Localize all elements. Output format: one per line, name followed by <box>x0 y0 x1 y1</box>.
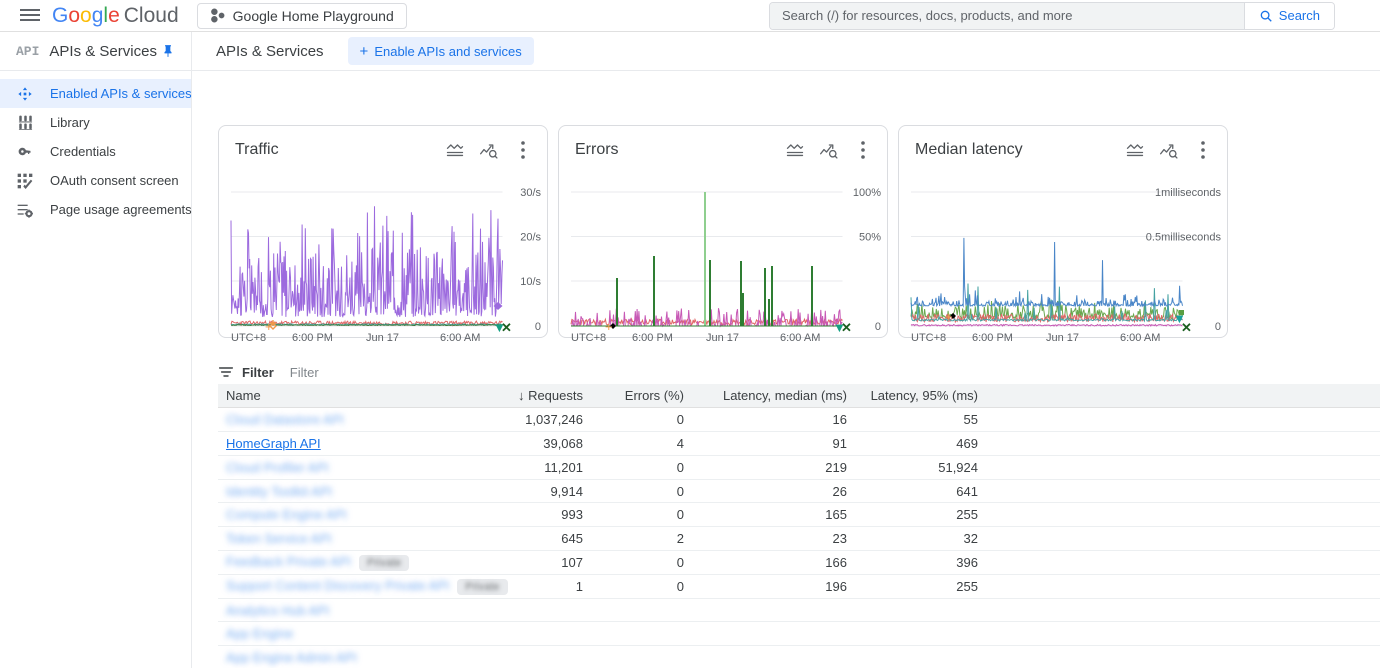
svg-text:0: 0 <box>535 321 541 333</box>
svg-text:6:00 PM: 6:00 PM <box>292 332 333 344</box>
svg-text:Jun 17: Jun 17 <box>706 332 739 344</box>
svg-text:0: 0 <box>1215 321 1221 333</box>
svg-text:0.5milliseconds: 0.5milliseconds <box>1146 232 1222 244</box>
svg-text:✕: ✕ <box>1181 320 1192 335</box>
svg-text:1milliseconds: 1milliseconds <box>1155 187 1222 199</box>
svg-text:+: + <box>265 319 273 334</box>
svg-text:6:00 AM: 6:00 AM <box>440 332 480 344</box>
svg-text:0: 0 <box>875 321 881 333</box>
svg-text:✕: ✕ <box>841 320 852 335</box>
svg-text:UTC+8: UTC+8 <box>571 332 606 344</box>
svg-text:30/s: 30/s <box>520 187 541 199</box>
svg-text:100%: 100% <box>853 187 881 199</box>
svg-text:6:00 PM: 6:00 PM <box>972 332 1013 344</box>
svg-text:10/s: 10/s <box>520 276 541 288</box>
svg-text:6:00 AM: 6:00 AM <box>780 332 820 344</box>
svg-text:+: + <box>945 309 953 324</box>
svg-text:Jun 17: Jun 17 <box>1046 332 1079 344</box>
svg-text:+: + <box>605 319 613 334</box>
svg-text:Jun 17: Jun 17 <box>366 332 399 344</box>
svg-text:UTC+8: UTC+8 <box>231 332 266 344</box>
svg-text:✕: ✕ <box>501 320 512 335</box>
svg-text:50%: 50% <box>859 232 881 244</box>
svg-text:UTC+8: UTC+8 <box>911 332 946 344</box>
svg-text:20/s: 20/s <box>520 232 541 244</box>
svg-text:6:00 PM: 6:00 PM <box>632 332 673 344</box>
svg-text:6:00 AM: 6:00 AM <box>1120 332 1160 344</box>
